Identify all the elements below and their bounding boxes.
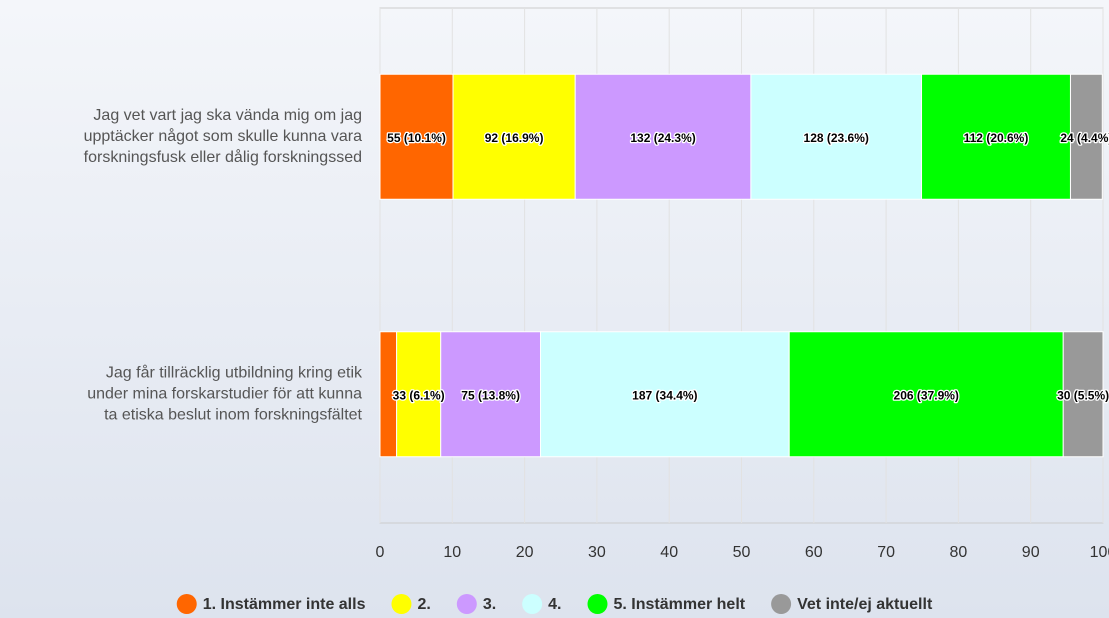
category-label: under mina forskarstudier för att kunna: [87, 385, 362, 402]
legend: 1. Instämmer inte alls 2. 3. 4. 5. Instämmer…: [176, 594, 933, 614]
legend-marker: [391, 594, 412, 614]
data-label: 24 (4.4%): [1060, 131, 1109, 145]
x-tick-label: 50: [733, 544, 751, 561]
bar-segment: [540, 331, 790, 458]
legend-label: 5. Instämmer helt: [614, 596, 746, 613]
bar-segment: [750, 73, 923, 200]
bar-segment: [1069, 73, 1103, 200]
legend-label: 3.: [483, 596, 496, 613]
x-tick-label: 60: [805, 544, 823, 561]
data-label: 128 (23.6%): [804, 131, 869, 145]
category-label: Jag får tillräcklig utbildning kring eti…: [106, 363, 363, 381]
bar-segment: [1062, 331, 1104, 458]
x-tick-label: 70: [877, 544, 895, 561]
bar-segment: [574, 73, 752, 200]
legend-marker: [176, 594, 197, 614]
data-label: 30 (5.5%): [1057, 388, 1109, 402]
x-tick-label: 40: [660, 544, 678, 561]
data-label: 55 (10.1%): [387, 131, 446, 145]
legend-label: Vet inte/ej aktuellt: [797, 596, 933, 613]
x-tick-label: 30: [588, 544, 606, 561]
bar-segment: [788, 331, 1064, 458]
category-label: Jag vet vart jag ska vända mig om jag: [93, 107, 362, 124]
x-tick-label: 100: [1090, 544, 1109, 561]
category-label: forskningsfusk eller dålig forskningssed: [84, 148, 362, 166]
legend-label: 2.: [417, 596, 430, 613]
data-label: 206 (37.9%): [894, 388, 959, 402]
bar-segment: [396, 331, 442, 458]
x-tick-label: 10: [443, 544, 461, 561]
bar-segment: [379, 73, 454, 200]
x-tick-label: 80: [950, 544, 968, 561]
legend-marker: [771, 594, 792, 614]
data-label: 33 (6.1%): [393, 388, 445, 402]
legend-marker: [456, 594, 477, 614]
x-tick-label: 90: [1022, 544, 1040, 561]
data-label: 75 (13.8%): [461, 388, 520, 402]
x-tick-label: 20: [516, 544, 534, 561]
bar-segment: [440, 331, 542, 458]
legend-marker: [522, 594, 543, 614]
legend-label: 1. Instämmer inte alls: [203, 596, 366, 613]
data-label: 112 (20.6%): [964, 131, 1029, 145]
data-label: 132 (24.3%): [630, 131, 695, 145]
data-label: 92 (16.9%): [485, 131, 544, 145]
category-label: upptäcker något som skulle kunna vara: [84, 127, 362, 145]
bar-segment: [452, 73, 576, 200]
legend-label: 4.: [548, 596, 561, 613]
category-label: ta etiska beslut inom forskningsfältet: [104, 406, 362, 423]
data-label: 187 (34.4%): [632, 388, 697, 402]
legend-marker: [587, 594, 608, 614]
bar-segment: [921, 73, 1071, 200]
x-tick-label: 0: [376, 544, 385, 561]
